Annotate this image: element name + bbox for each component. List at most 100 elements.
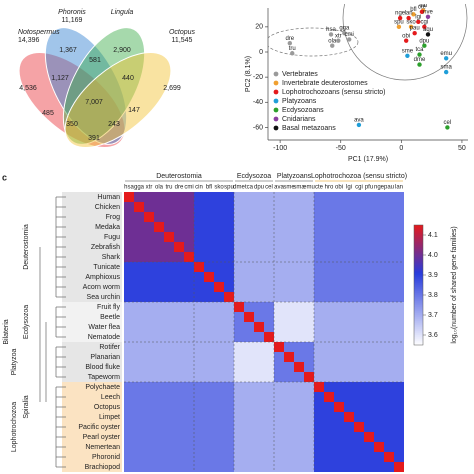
heatmap-cell	[324, 332, 334, 342]
heatmap-cell	[194, 222, 204, 232]
colorbar-step	[414, 283, 423, 286]
heatmap-cell	[324, 412, 334, 422]
heatmap-cell	[214, 442, 224, 452]
colorbar-step	[414, 255, 423, 258]
heatmap-cell	[204, 272, 214, 282]
heatmap-cell	[184, 362, 194, 372]
point	[290, 51, 295, 56]
heatmap-cell	[214, 202, 224, 212]
heatmap-cell	[144, 302, 154, 312]
heatmap-cell	[304, 462, 314, 472]
colorbar-step	[414, 273, 423, 276]
colorbar-tick-label: 3.7	[428, 312, 438, 319]
heatmap-cell	[124, 422, 134, 432]
heatmap-cell	[344, 402, 354, 412]
heatmap-cell	[264, 282, 274, 292]
heatmap-cell	[264, 232, 274, 242]
heatmap-cell	[184, 322, 194, 332]
heatmap-cell	[254, 342, 264, 352]
heatmap-cell	[364, 232, 374, 242]
heatmap-cell	[384, 452, 394, 462]
heatmap-cell	[164, 252, 174, 262]
point	[287, 41, 293, 46]
heatmap-cell	[274, 302, 284, 312]
heatmap-cell	[134, 242, 144, 252]
y-tick-label: -20	[253, 74, 263, 81]
colorbar-step	[414, 307, 423, 310]
x-tick-label: 50	[458, 145, 466, 152]
heatmap-cell	[314, 272, 324, 282]
heatmap-cell	[324, 352, 334, 362]
heatmap-cell	[384, 222, 394, 232]
heatmap-cell	[394, 192, 404, 202]
heatmap-cell	[334, 402, 344, 412]
heatmap-cell	[244, 412, 254, 422]
heatmap-cell	[274, 212, 284, 222]
heatmap-cell	[364, 382, 374, 392]
heatmap-cell	[154, 252, 164, 262]
heatmap-cell	[314, 332, 324, 342]
legend-swatch	[273, 107, 279, 113]
heatmap-cell	[264, 372, 274, 382]
heatmap-cell	[364, 422, 374, 432]
row-label: Sea urchin	[87, 294, 121, 301]
heatmap-cell	[384, 212, 394, 222]
heatmap-cell	[164, 432, 174, 442]
heatmap-cell	[274, 192, 284, 202]
heatmap-cell	[324, 462, 334, 472]
heatmap-cell	[164, 292, 174, 302]
heatmap-cell	[314, 432, 324, 442]
heatmap-cell	[154, 302, 164, 312]
heatmap-cell	[244, 402, 254, 412]
heatmap-cell	[214, 292, 224, 302]
heatmap-cell	[324, 252, 334, 262]
colorbar-step	[414, 259, 423, 262]
heatmap-cell	[254, 302, 264, 312]
heatmap-cell	[294, 462, 304, 472]
heatmap-cell	[244, 382, 254, 392]
point	[403, 38, 409, 43]
column-label: sme	[283, 185, 295, 191]
colorbar-step	[414, 331, 423, 334]
heatmap-cell	[364, 252, 374, 262]
heatmap-cell	[394, 312, 404, 322]
heatmap-cell	[254, 202, 264, 212]
point-label: cin	[419, 3, 427, 9]
heatmap-cell	[294, 402, 304, 412]
heatmap-cell	[124, 372, 134, 382]
heatmap-cell	[284, 462, 294, 472]
point-label: cte	[418, 4, 427, 10]
heatmap-cell	[394, 232, 404, 242]
point-label: cel	[444, 120, 452, 126]
heatmap-cell	[394, 262, 404, 272]
heatmap-cell	[384, 302, 394, 312]
heatmap-cell	[244, 242, 254, 252]
heatmap-cell	[394, 332, 404, 342]
heatmap-cell	[344, 422, 354, 432]
heatmap-cell	[354, 282, 364, 292]
heatmap-cell	[154, 212, 164, 222]
heatmap-cell	[294, 282, 304, 292]
heatmap-cell	[304, 342, 314, 352]
heatmap-cell	[294, 342, 304, 352]
point-label: ava	[354, 117, 364, 123]
heatmap-cell	[304, 252, 314, 262]
heatmap-cell	[374, 442, 384, 452]
heatmap-cell	[394, 452, 404, 462]
heatmap-cell	[164, 362, 174, 372]
point	[412, 30, 417, 36]
clade-label: Lophotrochozoa	[11, 402, 18, 452]
row-group-band	[62, 192, 122, 302]
heatmap-cell	[254, 192, 264, 202]
heatmap-cell	[214, 342, 224, 352]
colorbar-step	[414, 333, 423, 336]
heatmap-cell	[264, 462, 274, 472]
heatmap-cell	[174, 392, 184, 402]
heatmap-cell	[384, 392, 394, 402]
heatmap-cell	[154, 262, 164, 272]
heatmap-cell	[134, 422, 144, 432]
colorbar-step	[414, 325, 423, 328]
row-label: Tunicate	[93, 264, 120, 271]
heatmap-cell	[244, 212, 254, 222]
heatmap-cell	[244, 262, 254, 272]
